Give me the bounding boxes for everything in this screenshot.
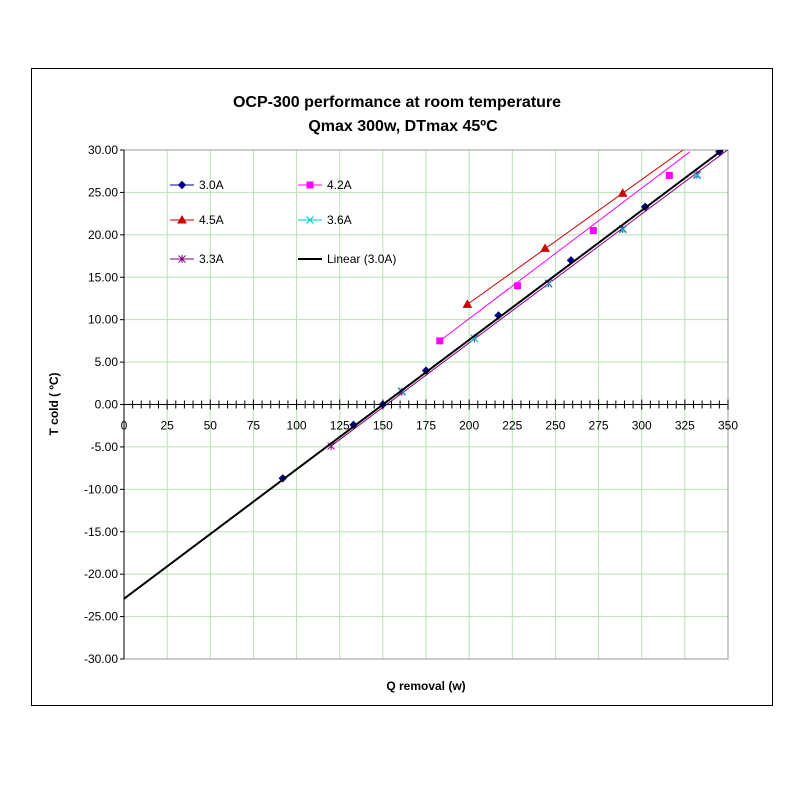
y-tick-label: -15.00 bbox=[84, 525, 118, 539]
data-point-4-2a bbox=[589, 227, 597, 235]
chart-title-line-1: OCP-300 performance at room temperature bbox=[233, 94, 561, 111]
y-tick-labels: 30.00 25.00 20.00 15.00 10.00 5.00 0.00 -5.00 -1… bbox=[84, 143, 118, 666]
y-tick-label: 5.00 bbox=[95, 355, 119, 369]
legend-item-3-3a: 3.3A bbox=[170, 252, 224, 266]
series-line-3-3a bbox=[330, 150, 728, 447]
data-point-4-2a bbox=[436, 337, 444, 345]
legend-label: 3.0A bbox=[199, 178, 224, 192]
series-4-2a bbox=[436, 151, 691, 345]
legend: 3.0A 4.2A 4.5A 3.6A 3.3A Linear (3.0A) bbox=[170, 178, 396, 266]
x-tick-label: 0 bbox=[121, 419, 128, 433]
chart-title-line-2: Qmax 300w, DTmax 45ºC bbox=[308, 118, 498, 135]
x-tick-labels: 0 25 50 75 100 125 150 175 200 225 250 275 300 325 350 bbox=[121, 419, 739, 433]
y-axis-label: T cold ( ºC) bbox=[47, 372, 61, 435]
legend-item-linear-3-0a: Linear (3.0A) bbox=[298, 252, 396, 266]
x-tick-label: 75 bbox=[247, 419, 261, 433]
y-tick-label: -20.00 bbox=[84, 567, 118, 581]
legend-marker bbox=[306, 181, 314, 189]
y-tick-label: -30.00 bbox=[84, 652, 118, 666]
legend-marker bbox=[177, 214, 187, 224]
data-point-3-6a bbox=[693, 171, 701, 180]
y-tick-label: -10.00 bbox=[84, 482, 118, 496]
series-line-4-5a bbox=[467, 150, 684, 305]
x-tick-label: 50 bbox=[204, 419, 218, 433]
legend-item-3-6a: 3.6A bbox=[298, 213, 352, 227]
x-axis-label: Q removal (w) bbox=[386, 679, 465, 693]
x-tick-label: 325 bbox=[675, 419, 695, 433]
legend-marker bbox=[178, 255, 186, 263]
series-4-5a bbox=[462, 150, 684, 308]
axes bbox=[120, 149, 729, 660]
data-point-4-2a bbox=[513, 282, 521, 290]
x-tick-label: 100 bbox=[287, 419, 307, 433]
legend-label: Linear (3.0A) bbox=[327, 252, 396, 266]
series-linear-3-0a bbox=[124, 150, 725, 600]
data-point-4-2a bbox=[665, 171, 673, 179]
series-layer bbox=[124, 150, 728, 600]
y-tick-label: -5.00 bbox=[91, 440, 119, 454]
y-tick-label: 10.00 bbox=[88, 313, 118, 327]
legend-label: 3.6A bbox=[327, 213, 352, 227]
y-tick-label: 25.00 bbox=[88, 185, 118, 199]
x-tick-label: 25 bbox=[160, 419, 174, 433]
x-tick-label: 275 bbox=[589, 419, 609, 433]
data-point-3-6a bbox=[470, 334, 479, 343]
y-tick-label: 15.00 bbox=[88, 270, 118, 284]
legend-item-4-2a: 4.2A bbox=[298, 178, 352, 192]
x-tick-label: 200 bbox=[459, 419, 479, 433]
series-line-linear-3-0a bbox=[124, 150, 725, 600]
legend-label: 4.2A bbox=[327, 178, 352, 192]
data-point-4-5a bbox=[540, 243, 550, 252]
series-line-4-2a bbox=[439, 151, 691, 342]
data-point-4-5a bbox=[617, 188, 628, 197]
y-tick-label: 0.00 bbox=[95, 398, 119, 412]
data-point-4-5a bbox=[462, 299, 473, 308]
x-tick-label: 150 bbox=[373, 419, 393, 433]
x-tick-label: 175 bbox=[416, 419, 436, 433]
x-tick-label: 300 bbox=[632, 419, 652, 433]
x-tick-label: 350 bbox=[718, 419, 738, 433]
legend-item-3-0a: 3.0A bbox=[170, 178, 224, 192]
legend-marker bbox=[306, 216, 314, 224]
y-tick-label: 20.00 bbox=[88, 228, 118, 242]
y-tick-label: -25.00 bbox=[84, 610, 118, 624]
x-tick-label: 225 bbox=[502, 419, 522, 433]
legend-label: 3.3A bbox=[199, 252, 224, 266]
legend-item-4-5a: 4.5A bbox=[170, 213, 224, 227]
legend-label: 4.5A bbox=[199, 213, 224, 227]
y-tick-label: 30.00 bbox=[88, 143, 118, 157]
legend-marker bbox=[177, 180, 187, 190]
x-tick-label: 250 bbox=[545, 419, 565, 433]
x-tick-label: 125 bbox=[330, 419, 350, 433]
